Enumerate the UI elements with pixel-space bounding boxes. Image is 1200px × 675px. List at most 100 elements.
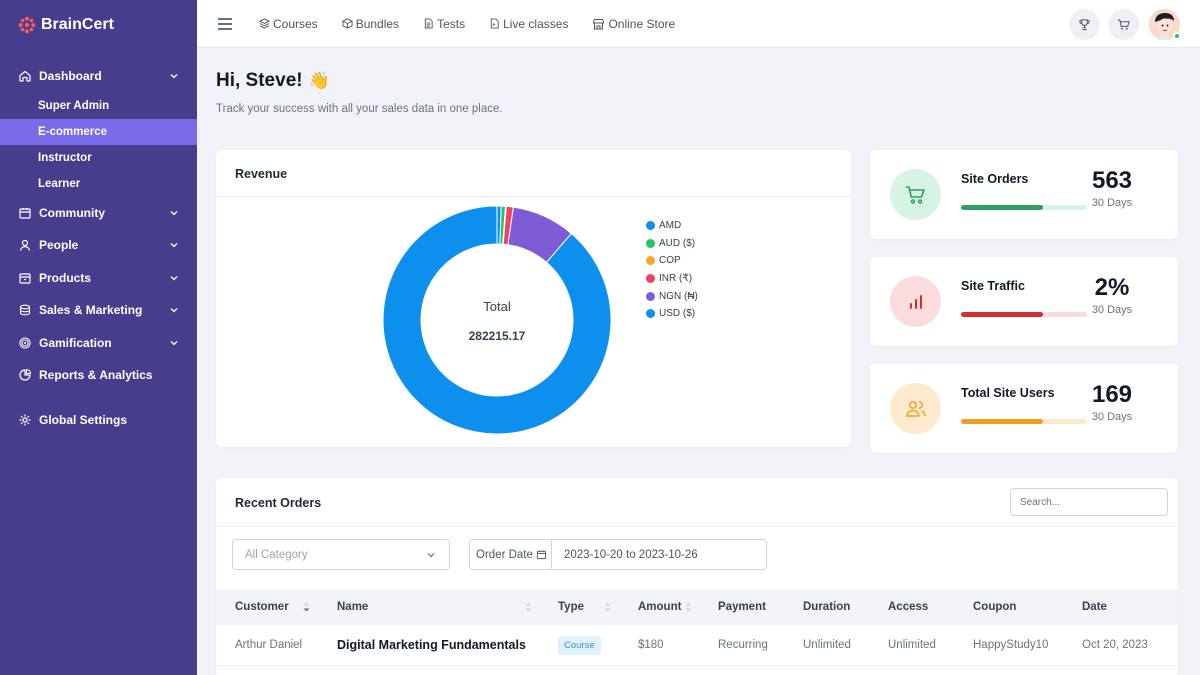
top-link-tests[interactable]: Tests [423,17,465,31]
legend-item[interactable]: AUD ($) [646,235,698,253]
stat-progress-fill [961,205,1043,210]
sidebar-item-products[interactable]: Products [0,262,197,295]
table-row[interactable]: Arthur Daniel Digital Marketing Fundamen… [216,625,1178,666]
legend-swatch [646,274,655,284]
column-header-name[interactable]: Name [337,601,532,613]
top-link-courses[interactable]: Courses [259,17,318,31]
stat-title: Site Traffic [961,279,1025,293]
brand-logo[interactable]: BrainCert [0,0,197,50]
stat-title: Total Site Users [961,386,1055,400]
top-link-label: Bundles [355,16,400,31]
card-divider [216,196,851,197]
sidebar-item-global-settings[interactable]: Global Settings [0,404,197,437]
coins-icon [18,303,32,317]
top-link-label: Online Store [608,16,676,31]
top-link-label: Courses [273,16,318,31]
greeting: Hi, Steve! 👋 Track your success with all… [216,70,503,115]
bar-chart-icon [909,294,922,309]
sidebar-item-dashboard[interactable]: Dashboard [0,60,197,93]
cell-access: Unlimited [888,639,936,651]
stat-icon-circle [890,383,941,434]
legend-item[interactable]: USD ($) [646,305,698,323]
legend-swatch [646,238,655,248]
legend-item[interactable]: NGN (₦) [646,287,698,305]
column-header-customer[interactable]: Customer [235,601,310,613]
top-link-online-store[interactable]: Online Store [592,17,675,31]
stat-icon-circle [890,276,941,327]
sidebar-item-gamification[interactable]: Gamification [0,327,197,360]
top-link-bundles[interactable]: Bundles [342,17,399,31]
cell-payment: Recurring [718,639,768,651]
user-avatar[interactable] [1149,9,1181,40]
column-header-amount[interactable]: Amount [638,601,692,613]
stat-period: 30 Days [1091,411,1133,423]
top-link-label: Tests [437,16,466,31]
donut-center-value: 282215.17 [469,329,526,343]
revenue-donut-chart[interactable]: Total 282215.17 [382,205,612,435]
category-select[interactable]: All Category [232,539,450,570]
cell-product-name[interactable]: Digital Marketing Fundamentals [337,638,526,652]
sidebar-item-sales-marketing[interactable]: Sales & Marketing [0,294,197,327]
sidebar: BrainCert Dashboard Super Admin E-commer… [0,0,197,675]
wave-emoji-icon: 👋 [308,71,330,90]
cart-icon [1117,19,1130,30]
cube-icon [342,18,353,29]
chevron-down-icon [169,273,179,283]
type-badge: Course [558,635,601,655]
legend-label: AMD [659,220,682,232]
cart-button[interactable] [1108,9,1139,40]
stat-value: 169 [1091,381,1133,408]
cell-customer: Arthur Daniel [235,639,303,651]
legend-swatch [646,309,655,319]
stat-progress-fill [961,419,1043,424]
recent-orders-card: Recent Orders All Category Order Date 20… [216,478,1178,675]
legend-item[interactable]: COP [646,252,698,270]
home-icon [18,69,32,83]
order-date-range[interactable]: 2023-10-20 to 2023-10-26 [564,548,698,561]
sort-icon [525,602,532,612]
legend-label: INR (₹) [659,273,693,285]
column-header-type[interactable]: Type [558,601,611,613]
hamburger-menu-icon[interactable] [217,17,233,31]
sidebar-subitem-ecommerce[interactable]: E-commerce [0,118,197,145]
cell-date: Oct 20, 2023 [1082,639,1148,651]
top-bar: Courses Bundles Tests Live classes Onlin… [197,0,1200,48]
cell-type: Course [558,635,601,655]
legend-item[interactable]: AMD [646,217,698,235]
sidebar-item-label: Global Settings [39,412,128,427]
stat-progress-bar [961,312,1087,317]
sidebar-subitem-learner[interactable]: Learner [38,177,81,190]
column-header-label: Amount [638,601,682,613]
column-header-label: Type [558,601,584,613]
order-date-filter[interactable]: Order Date 2023-10-20 to 2023-10-26 [469,539,767,570]
revenue-card: Revenue Total 282215.17 AMD AUD ($) COP INR… [216,150,851,447]
gear-icon [18,413,32,427]
braincert-logo-icon [18,16,36,34]
column-header-duration: Duration [803,601,851,613]
document-icon [424,18,433,29]
pie-chart-icon [18,368,32,382]
legend-label: USD ($) [659,308,696,320]
top-link-live-classes[interactable]: Live classes [489,17,568,31]
donut-slice-usd[interactable] [382,205,612,435]
sidebar-item-reports-analytics[interactable]: Reports & Analytics [0,359,197,392]
legend-item[interactable]: INR (₹) [646,270,698,288]
stat-icon-circle [890,169,941,220]
sidebar-subitem-super-admin[interactable]: Super Admin [38,99,110,112]
trophy-button[interactable] [1069,9,1100,40]
sidebar-item-label: Gamification [39,335,112,350]
stat-value: 2% [1094,274,1130,301]
column-header-label: Customer [235,601,289,613]
donut-center-label: Total [483,299,511,314]
sidebar-item-people[interactable]: People [0,229,197,262]
sidebar-item-label: Dashboard [39,69,102,84]
recent-orders-title: Recent Orders [235,496,322,510]
orders-search-input[interactable] [1010,488,1168,516]
cell-coupon: HappyStudy10 [973,639,1049,651]
legend-swatch [646,221,655,231]
sidebar-subitem-instructor[interactable]: Instructor [38,151,92,164]
sidebar-item-community[interactable]: Community [0,197,197,230]
category-select-value: All Category [245,548,308,561]
chevron-down-icon [169,240,179,250]
sidebar-item-label: Reports & Analytics [39,368,153,383]
